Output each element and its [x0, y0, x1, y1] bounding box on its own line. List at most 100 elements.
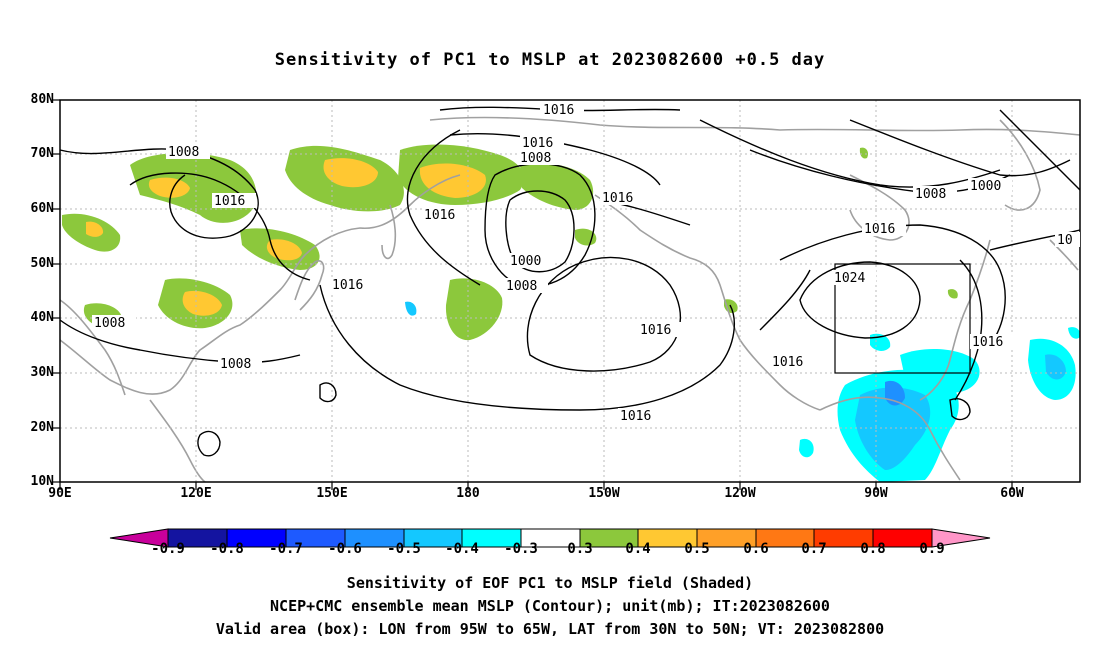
contour-label: 1000: [970, 179, 1001, 194]
contour-label: 1016: [972, 335, 1003, 350]
contour-labels: 1016 1016 1008 1008 1016 1016 1016 1000 …: [92, 102, 1080, 424]
caption-line-2: NCEP+CMC ensemble mean MSLP (Contour); u…: [270, 597, 830, 615]
neg-shade-atlantic: [900, 348, 980, 393]
contour-1016-atl: [989, 229, 1081, 251]
lon-label: 120E: [180, 486, 212, 501]
lat-label: 10N: [30, 474, 54, 489]
map-frame: [59, 99, 1081, 483]
contour-lows-east: [999, 109, 1081, 191]
colorbar-arrow-right: [931, 528, 991, 548]
coast-greenland: [999, 119, 1041, 211]
contour-1000-canada: [849, 119, 1071, 177]
contour-label: 1016: [602, 191, 633, 206]
coast-se-asia: [149, 399, 206, 483]
coast-gulf: [819, 396, 931, 431]
caption-line-3: Valid area (box): LON from 95W to 65W, L…: [215, 620, 885, 638]
colorbar-label: -0.8: [210, 541, 244, 557]
contour-label: 1016: [543, 103, 574, 118]
contour-label: 1008: [520, 151, 551, 166]
colorbar-label: -0.9: [151, 541, 185, 557]
contour-label: 1008: [94, 316, 125, 331]
colorbar-label: 0.4: [625, 541, 651, 557]
coast-central-am: [929, 429, 961, 481]
pos-shade-north-atlantic: [947, 289, 958, 299]
pos-shade-canada-dot: [859, 147, 869, 159]
coast-alaska: [594, 194, 821, 411]
contour-1016-canada: [699, 119, 1001, 188]
contour-label: 1016: [332, 278, 363, 293]
contour-label: 1016: [424, 208, 455, 223]
colorbar-label: 0.3: [567, 541, 593, 557]
contour-1008-south: [59, 319, 301, 364]
lon-label: 150E: [316, 486, 348, 501]
contour-small-low-2: [319, 382, 337, 403]
neg-shade-pacific-small: [405, 301, 417, 316]
lat-label: 20N: [30, 420, 54, 435]
coast-asia: [59, 174, 461, 395]
colorbar-label: 0.6: [743, 541, 769, 557]
contour-label: 1008: [220, 357, 251, 372]
colorbar-label: -0.4: [445, 541, 479, 557]
pos-mid-east-siberia: [323, 158, 378, 188]
lat-label: 80N: [30, 92, 54, 107]
coast-india: [59, 299, 126, 396]
colorbar-label: -0.6: [328, 541, 362, 557]
contour-small-low-1: [197, 430, 221, 457]
contour-1016-pacific: [319, 284, 735, 411]
contour-label: 10: [1057, 233, 1073, 248]
contour-label: 1016: [864, 222, 895, 237]
neg-shade-small-2: [799, 438, 814, 458]
coastlines: [59, 116, 1081, 483]
negative-sensitivity-shading: [405, 301, 1081, 482]
lat-label: 30N: [30, 365, 54, 380]
lon-label: 150W: [588, 486, 620, 501]
contour-1016-aleut: [406, 129, 481, 286]
caption-line-1: Sensitivity of EOF PC1 to MSLP field (Sh…: [346, 574, 754, 592]
contour-label: 1024: [834, 271, 865, 286]
lat-label: 70N: [30, 146, 54, 161]
contour-label: 1016: [620, 409, 651, 424]
colorbar-label: 0.7: [801, 541, 827, 557]
colorbar-label: -0.7: [269, 541, 303, 557]
contour-1016-ne: [779, 224, 1006, 346]
coast-europe-edge: [1049, 239, 1079, 271]
pos-mid-okhotsk: [419, 163, 486, 198]
colorbar-label: 0.5: [684, 541, 710, 557]
contour-1008-low: [484, 163, 596, 287]
coast-east-na: [919, 239, 991, 401]
contour-label: 1016: [640, 323, 671, 338]
lat-label: 60N: [30, 201, 54, 216]
pos-mid-west: [86, 221, 104, 237]
positive-sensitivity-shading: [62, 144, 958, 341]
contour-1000-low: [505, 190, 575, 273]
contour-1024-box: [799, 261, 921, 339]
colorbar-label: -0.5: [387, 541, 421, 557]
contour-1016-pacific-high: [526, 256, 682, 372]
lon-label: 120W: [724, 486, 756, 501]
contour-small-low-3: [949, 398, 971, 421]
contour-label: 1016: [214, 194, 245, 209]
lat-label: 40N: [30, 310, 54, 325]
pos-mid-siberia: [148, 177, 190, 198]
pos-shade-siberia: [130, 153, 257, 223]
contour-1016-lobe: [449, 132, 661, 186]
valid-area-box: [834, 263, 971, 374]
lon-label: 90E: [48, 486, 72, 501]
colorbar-label: 0.9: [919, 541, 945, 557]
contour-1008-west: [59, 148, 259, 239]
lat-label: 50N: [30, 256, 54, 271]
coast-arctic: [429, 116, 1081, 136]
contour-label: 1008: [168, 145, 199, 160]
lon-label: 180: [456, 486, 480, 501]
lon-label: 60W: [1000, 486, 1024, 501]
contour-1016-high-arc: [759, 269, 811, 331]
contour-label: 1008: [506, 279, 537, 294]
map-title: Sensitivity of PC1 to MSLP at 2023082600…: [274, 50, 826, 70]
colorbar-label: 0.8: [860, 541, 886, 557]
contour-label: 1016: [522, 136, 553, 151]
contour-label: 1000: [510, 254, 541, 269]
pos-mid-china: [182, 290, 222, 316]
contour-label: 1008: [915, 187, 946, 202]
colorbar: [109, 528, 991, 548]
